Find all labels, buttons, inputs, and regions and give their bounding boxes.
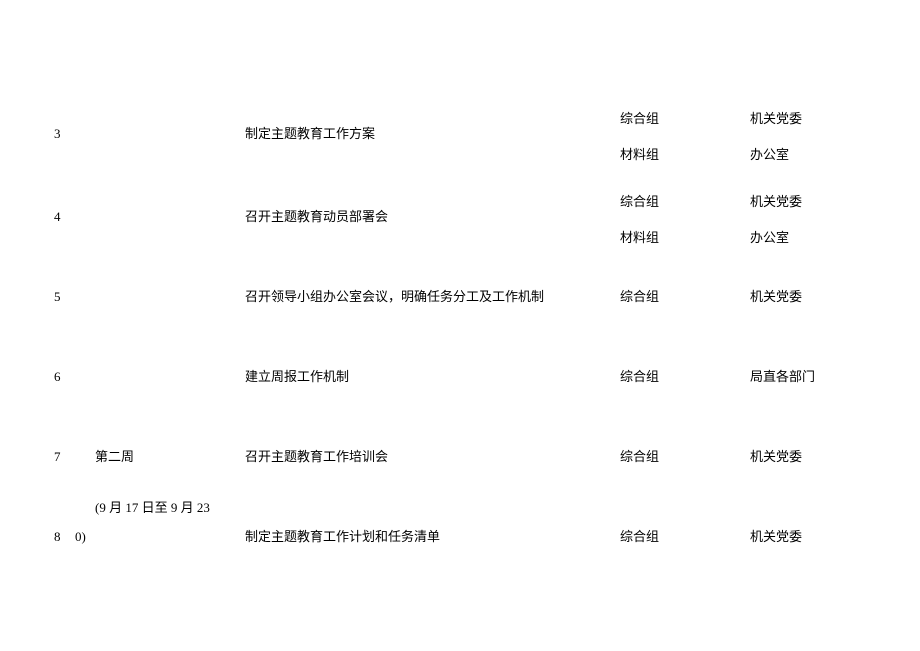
task-text: 召开主题教育工作培训会 bbox=[245, 450, 388, 463]
dept-text: 机关党委 bbox=[750, 290, 802, 303]
group-text: 综合组 bbox=[620, 112, 659, 125]
row-number: 4 bbox=[54, 210, 61, 223]
group-text: 综合组 bbox=[620, 290, 659, 303]
week-label: 第二周 bbox=[95, 450, 134, 463]
dept-text: 办公室 bbox=[750, 148, 789, 161]
row-number: 3 bbox=[54, 127, 61, 140]
group-text: 材料组 bbox=[620, 231, 659, 244]
dept-text: 机关党委 bbox=[750, 112, 802, 125]
group-text: 综合组 bbox=[620, 370, 659, 383]
dept-text: 机关党委 bbox=[750, 530, 802, 543]
document-page: 3 制定主题教育工作方案 综合组 材料组 机关党委 办公室 4 召开主题教育动员… bbox=[0, 0, 920, 651]
row-number: 8 bbox=[54, 530, 61, 543]
week-date-line: (9 月 17 日至 9 月 23 bbox=[95, 501, 210, 514]
task-text: 制定主题教育工作计划和任务清单 bbox=[245, 530, 440, 543]
dept-text: 机关党委 bbox=[750, 195, 802, 208]
dept-text: 局直各部门 bbox=[750, 370, 815, 383]
task-text: 制定主题教育工作方案 bbox=[245, 127, 375, 140]
task-text: 召开主题教育动员部署会 bbox=[245, 210, 388, 223]
task-text: 建立周报工作机制 bbox=[245, 370, 349, 383]
group-text: 综合组 bbox=[620, 450, 659, 463]
group-text: 综合组 bbox=[620, 530, 659, 543]
task-text: 召开领导小组办公室会议，明确任务分工及工作机制 bbox=[245, 290, 544, 303]
group-text: 综合组 bbox=[620, 195, 659, 208]
dept-text: 机关党委 bbox=[750, 450, 802, 463]
row-number: 6 bbox=[54, 370, 61, 383]
row-number: 7 bbox=[54, 450, 61, 463]
group-text: 材料组 bbox=[620, 148, 659, 161]
row-number: 5 bbox=[54, 290, 61, 303]
week-date-line: 0) bbox=[75, 530, 86, 543]
dept-text: 办公室 bbox=[750, 231, 789, 244]
